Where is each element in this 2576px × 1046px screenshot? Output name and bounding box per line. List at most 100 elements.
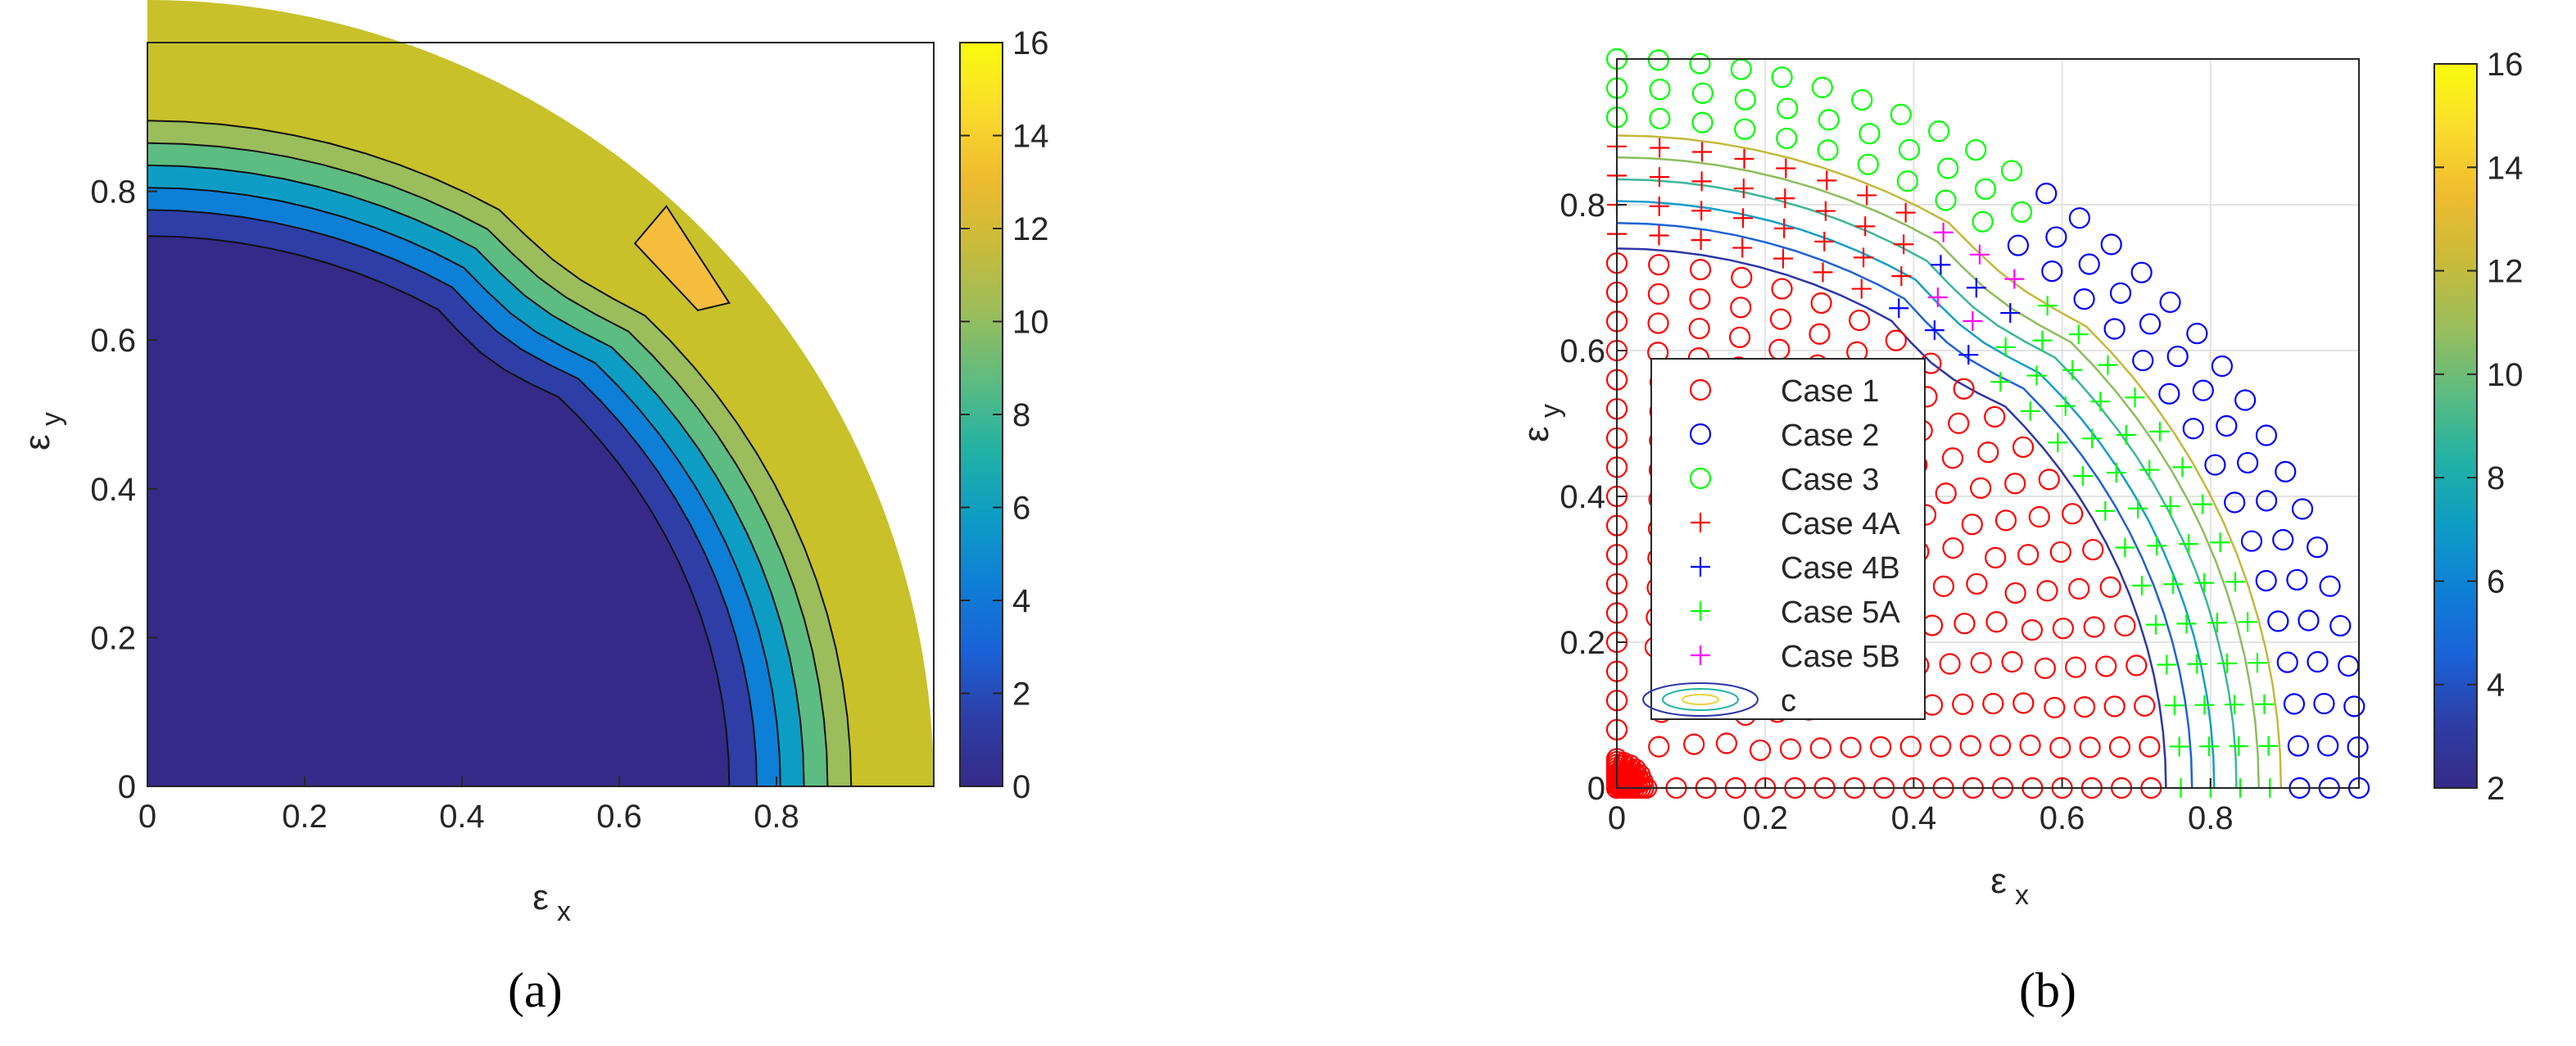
marker-circle xyxy=(2286,568,2308,591)
a-colorbar-label: 12 xyxy=(1012,211,1049,247)
marker-circle xyxy=(1648,254,1670,276)
legend-marker-circle xyxy=(1689,423,1712,446)
marker-circle xyxy=(2034,657,2056,679)
legend-label: Case 2 xyxy=(1781,419,1879,453)
legend-label: Case 4B xyxy=(1781,551,1900,586)
marker-circle xyxy=(2126,654,2148,677)
marker-circle xyxy=(1768,338,1791,360)
marker-circle xyxy=(1985,546,2007,568)
marker-plus xyxy=(1958,345,1979,365)
marker-circle xyxy=(2045,226,2067,248)
contour-line xyxy=(1616,200,2216,789)
marker-circle xyxy=(1970,477,1992,499)
marker-plus xyxy=(2131,575,2152,595)
marker-circle xyxy=(2103,695,2126,718)
legend-label: Case 1 xyxy=(1781,374,1879,409)
marker-plus xyxy=(1692,142,1713,162)
marker-plus xyxy=(1891,266,1912,287)
legend-label: c xyxy=(1781,684,1796,718)
marker-circle xyxy=(2095,655,2117,677)
marker-circle xyxy=(2041,260,2063,283)
legend-contour-icon xyxy=(1662,688,1739,711)
marker-plus xyxy=(2090,392,2111,412)
marker-plus xyxy=(1650,138,1670,158)
marker-plus xyxy=(1733,208,1754,229)
marker-circle xyxy=(1647,312,1669,334)
marker-circle xyxy=(2182,418,2204,440)
marker-circle xyxy=(1885,329,1907,351)
marker-circle xyxy=(1966,573,1988,595)
marker-circle xyxy=(1817,139,1839,161)
marker-circle xyxy=(2204,454,2226,476)
marker-plus xyxy=(2128,498,2148,518)
b-colorbar-label: 2 xyxy=(2487,771,2505,807)
b-ylabel-sub: y xyxy=(1535,404,1566,418)
marker-circle xyxy=(1689,288,1711,310)
marker-circle xyxy=(2109,282,2132,304)
marker-plus xyxy=(1691,171,1712,192)
marker-circle xyxy=(2100,233,2122,256)
marker-circle xyxy=(2275,460,2297,482)
marker-circle xyxy=(1731,266,1753,289)
marker-circle xyxy=(2010,201,2033,223)
marker-plus xyxy=(1857,185,1877,206)
marker-circle xyxy=(2049,736,2071,758)
marker-circle xyxy=(1942,537,1964,559)
marker-circle xyxy=(2158,383,2180,405)
marker-circle xyxy=(1959,735,1981,757)
marker-circle xyxy=(1691,111,1714,134)
marker-plus xyxy=(1931,255,1951,275)
marker-circle xyxy=(2012,692,2035,714)
marker-circle xyxy=(2283,693,2306,715)
marker-plus xyxy=(2147,536,2167,556)
marker-circle xyxy=(1953,378,1975,400)
marker-circle xyxy=(1937,157,1959,179)
b-colorbar-label: 4 xyxy=(2487,668,2505,704)
marker-circle xyxy=(2134,695,2156,717)
marker-circle xyxy=(2078,253,2100,275)
marker-circle xyxy=(1935,482,1957,505)
contour-band xyxy=(147,235,731,787)
legend-marker-plus xyxy=(1691,601,1710,621)
marker-plus xyxy=(2062,360,2083,380)
marker-plus xyxy=(1813,262,1833,283)
marker-plus xyxy=(2247,653,2267,673)
marker-circle xyxy=(2237,451,2259,474)
b-ytick-label: 0.8 xyxy=(1560,188,1605,224)
marker-circle xyxy=(1990,735,2012,757)
marker-circle xyxy=(2038,469,2060,491)
contour-line xyxy=(1616,134,2283,789)
marker-circle xyxy=(2004,473,2026,495)
a-ytick-label: 0.6 xyxy=(90,323,136,359)
marker-circle xyxy=(1691,82,1714,104)
marker-circle xyxy=(1994,509,2017,532)
marker-circle xyxy=(2159,291,2181,314)
b-xtick-label: 0.8 xyxy=(2188,800,2234,836)
marker-circle xyxy=(2132,349,2154,372)
marker-plus xyxy=(2068,324,2089,345)
b-ylabel: ε xyxy=(1516,426,1556,442)
marker-circle xyxy=(2083,616,2105,638)
marker-plus xyxy=(1772,248,1793,269)
a-xtick-label: 0 xyxy=(138,799,156,835)
marker-plus xyxy=(1732,238,1753,258)
marker-circle xyxy=(2012,436,2035,458)
a-ytick-label: 0.2 xyxy=(90,620,136,656)
marker-plus xyxy=(2048,432,2068,453)
marker-circle xyxy=(1771,278,1793,300)
b-xtick-label: 0.4 xyxy=(1891,800,1937,836)
b-colorbar-label: 12 xyxy=(2487,254,2524,290)
marker-circle xyxy=(2130,261,2153,283)
a-colorbar-label: 16 xyxy=(1012,25,1049,61)
marker-plus xyxy=(2149,421,2170,441)
legend-contour-icon xyxy=(1642,682,1759,717)
marker-circle xyxy=(2216,414,2238,437)
marker-plus xyxy=(1649,225,1669,246)
a-colorbar-label: 0 xyxy=(1012,769,1030,805)
marker-circle xyxy=(2068,577,2090,600)
marker-circle xyxy=(2000,160,2023,182)
legend-box xyxy=(1650,358,1926,720)
marker-circle xyxy=(1977,441,1999,464)
marker-circle xyxy=(1970,652,1992,674)
marker-circle xyxy=(2276,651,2298,673)
